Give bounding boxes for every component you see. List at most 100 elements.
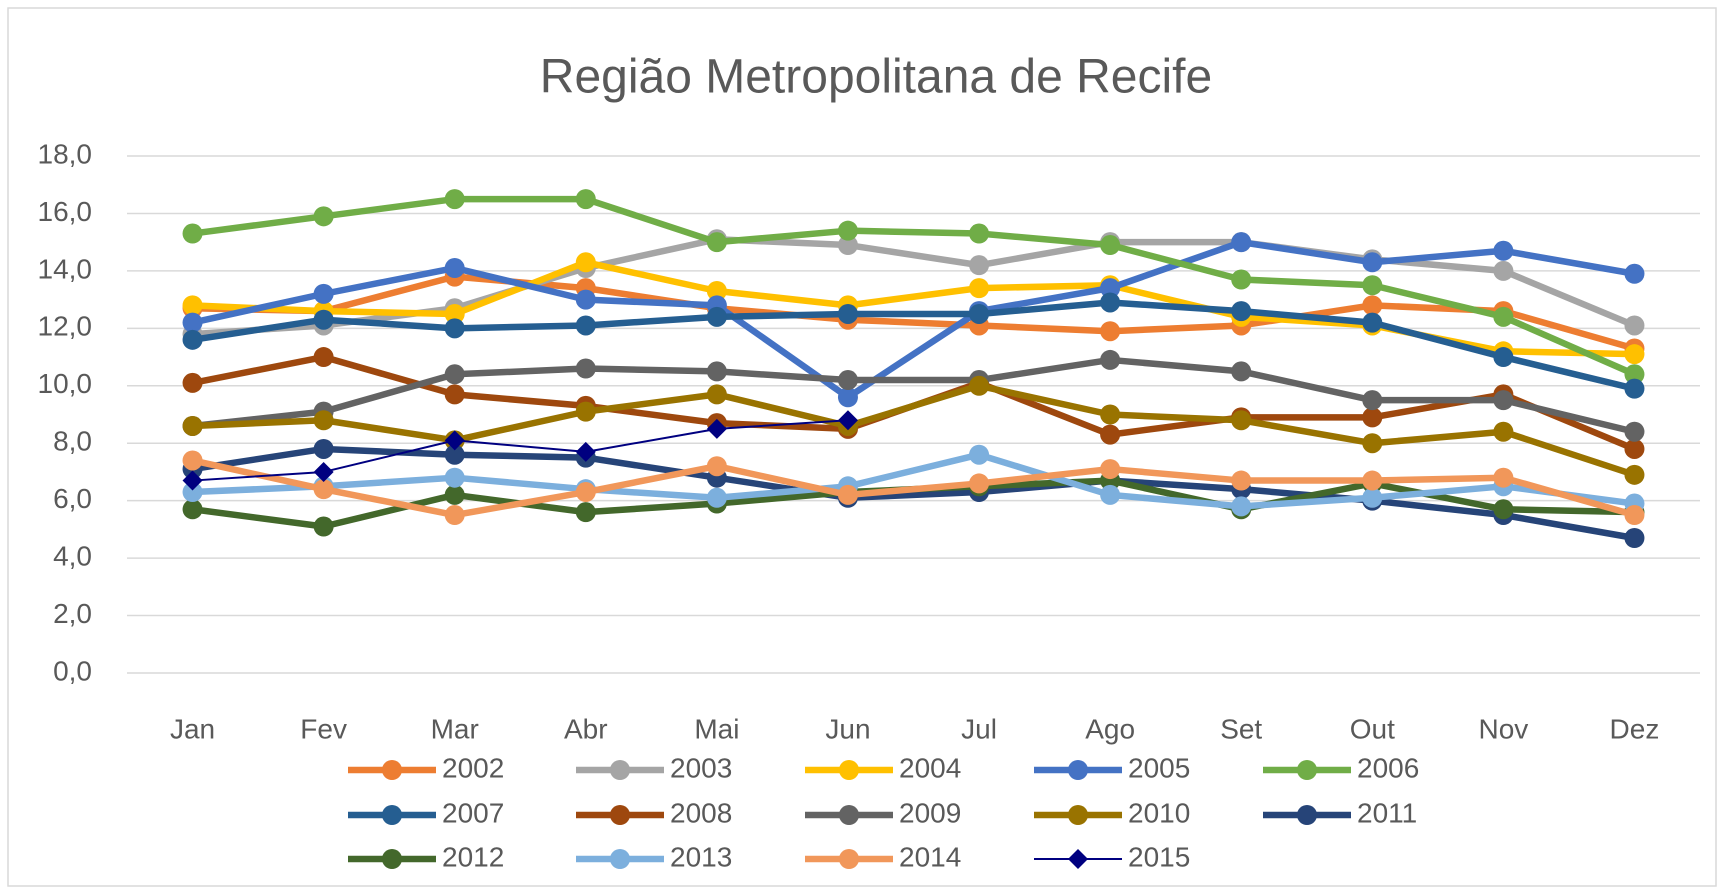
legend-label: 2010 [1128,797,1190,828]
y-tick-label: 0,0 [53,655,92,686]
series-line [189,382,1638,479]
legend-marker [839,760,859,780]
legend-item: 2014 [805,841,961,872]
marker [837,220,858,241]
marker [1231,496,1252,517]
marker [1362,433,1383,454]
marker [575,252,596,273]
marker [969,444,990,465]
marker [575,441,596,462]
legend-item: 2012 [348,841,504,872]
chart-frame [7,7,1717,887]
legend-item: 2003 [576,752,732,783]
marker [444,505,465,526]
marker [313,438,334,459]
marker [313,283,334,304]
y-tick-label: 8,0 [53,426,92,457]
marker [1100,459,1121,480]
x-tick-label: Dez [1610,713,1660,744]
marker [182,415,203,436]
marker [1100,321,1121,342]
series-line [189,457,1638,519]
marker [444,318,465,339]
legend-marker [1297,760,1317,780]
y-tick-label: 10,0 [38,368,93,399]
marker [1362,275,1383,296]
marker [1100,278,1121,299]
legend-marker [610,760,630,780]
marker [575,315,596,336]
legend-marker [382,760,402,780]
marker [444,484,465,505]
marker [444,430,465,451]
legend-label: 2004 [899,752,961,783]
series [182,189,1645,385]
marker [444,189,465,210]
marker [1493,421,1514,442]
series-line [191,419,849,482]
marker [313,479,334,500]
y-tick-label: 12,0 [38,311,93,342]
marker [1100,424,1121,445]
x-tick-label: Abr [564,713,608,744]
marker [706,280,727,301]
marker [706,418,727,439]
x-tick-label: Fev [300,713,347,744]
marker [706,456,727,477]
y-tick-label: 6,0 [53,483,92,514]
marker [706,487,727,508]
x-tick-label: Nov [1478,713,1528,744]
legend-item: 2010 [1034,797,1190,828]
legend-label: 2008 [670,797,732,828]
legend-item: 2006 [1263,752,1419,783]
legend-label: 2006 [1357,752,1419,783]
legend-marker [382,805,402,825]
series-line [189,445,1638,542]
marker [1231,410,1252,431]
marker [969,223,990,244]
legend-label: 2005 [1128,752,1190,783]
marker [1100,235,1121,256]
marker [1624,464,1645,485]
marker [444,384,465,405]
legend-label: 2002 [442,752,504,783]
marker [969,473,990,494]
marker [313,410,334,431]
legend-item: 2004 [805,752,961,783]
marker [1624,505,1645,526]
x-tick-label: Out [1350,713,1395,744]
legend-label: 2009 [899,797,961,828]
marker [1231,232,1252,253]
legend-label: 2007 [442,797,504,828]
marker [706,306,727,327]
marker [1624,315,1645,336]
legend-marker [839,849,859,869]
legend-label: 2012 [442,841,504,872]
legend-marker [382,849,402,869]
marker [1624,378,1645,399]
marker [313,516,334,537]
marker [706,384,727,405]
marker [313,309,334,330]
marker [706,361,727,382]
series [182,410,858,491]
marker [1493,347,1514,368]
series-line [189,356,1638,435]
x-tick-label: Jul [961,713,997,744]
series-line [189,195,1638,378]
legend-label: 2013 [670,841,732,872]
marker [182,312,203,333]
legend-label: 2011 [1357,797,1417,828]
x-tick-label: Jun [825,713,870,744]
marker [1362,312,1383,333]
marker [1231,301,1252,322]
marker [1231,470,1252,491]
marker [1493,390,1514,411]
x-tick-label: Mar [431,713,479,744]
marker [1231,361,1252,382]
marker [444,303,465,324]
marker [706,232,727,253]
y-tick-label: 2,0 [53,598,92,629]
marker [575,401,596,422]
